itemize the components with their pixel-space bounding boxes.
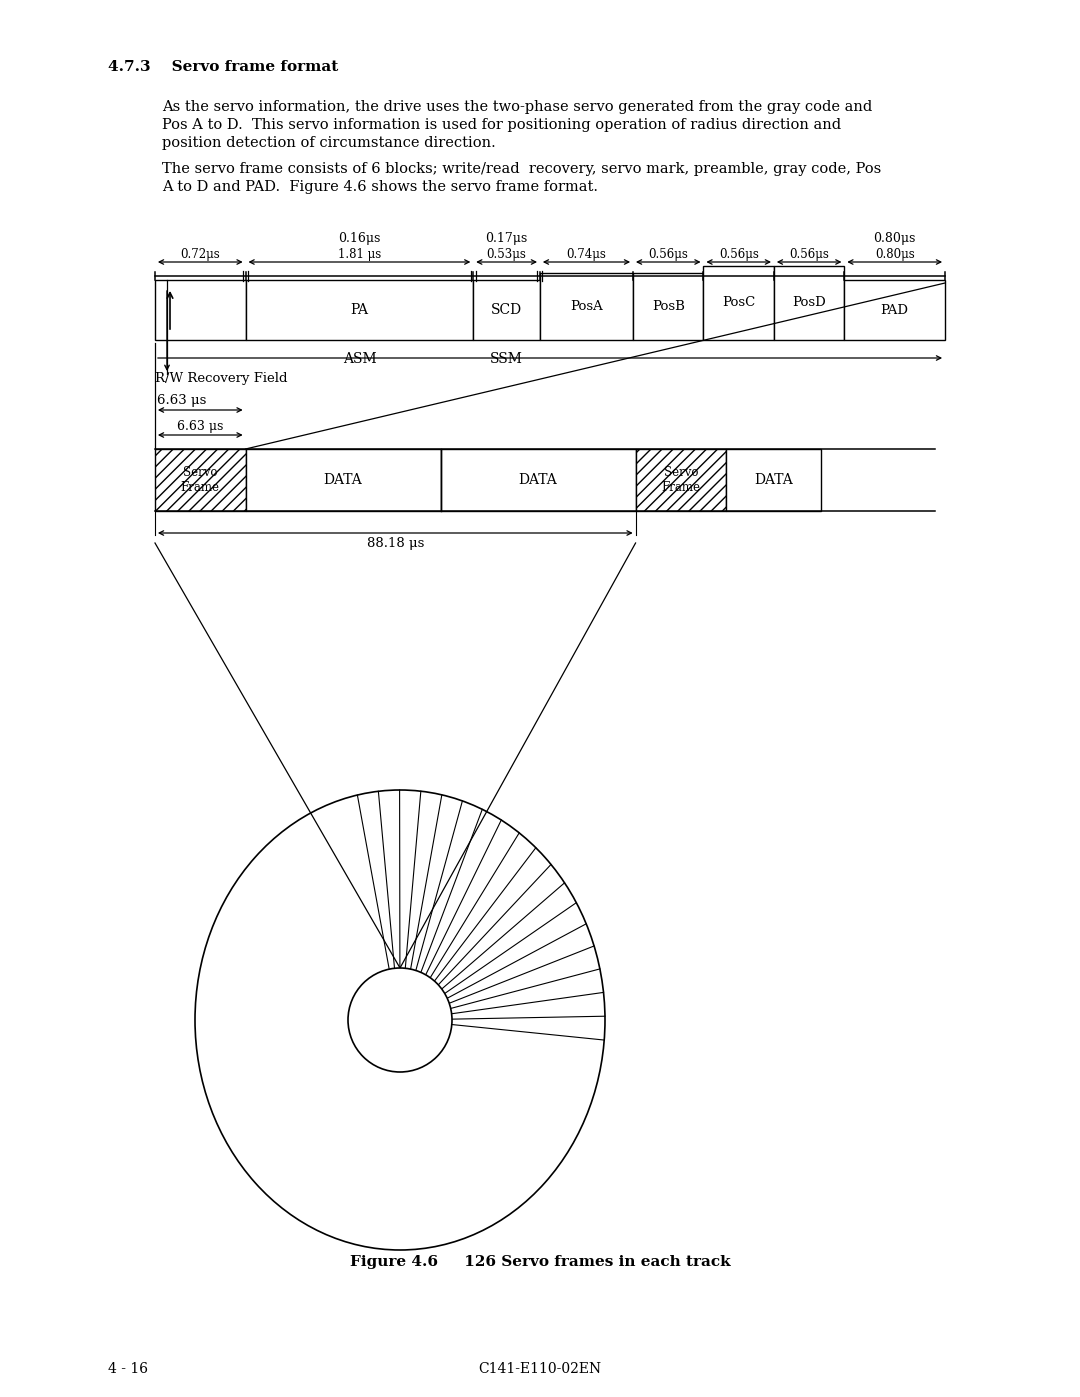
Bar bbox=[156, 448, 245, 511]
Circle shape bbox=[348, 968, 453, 1071]
Text: A to D and PAD.  Figure 4.6 shows the servo frame format.: A to D and PAD. Figure 4.6 shows the ser… bbox=[162, 180, 598, 194]
Text: Figure 4.6     126 Servo frames in each track: Figure 4.6 126 Servo frames in each trac… bbox=[350, 1255, 730, 1268]
Text: PAD: PAD bbox=[880, 303, 908, 317]
Bar bbox=[245, 279, 473, 339]
Bar bbox=[845, 279, 945, 339]
Bar bbox=[703, 265, 774, 339]
Text: 1.81 μs: 1.81 μs bbox=[338, 249, 381, 261]
Text: DATA: DATA bbox=[324, 474, 363, 488]
Text: PosA: PosA bbox=[570, 300, 603, 313]
Text: R/W Recovery Field: R/W Recovery Field bbox=[156, 372, 287, 386]
Text: As the servo information, the drive uses the two-phase servo generated from the : As the servo information, the drive uses… bbox=[162, 101, 873, 115]
Text: Servo
Frame: Servo Frame bbox=[661, 467, 700, 495]
Text: DATA: DATA bbox=[754, 474, 793, 488]
Bar bbox=[245, 448, 441, 511]
Text: SCD: SCD bbox=[491, 303, 522, 317]
Text: 0.56μs: 0.56μs bbox=[719, 249, 758, 261]
Bar bbox=[156, 279, 245, 339]
Text: 4 - 16: 4 - 16 bbox=[108, 1362, 148, 1376]
Text: 0.53μs: 0.53μs bbox=[487, 249, 527, 261]
Bar bbox=[774, 265, 845, 339]
Text: PosD: PosD bbox=[793, 296, 826, 310]
Text: PosC: PosC bbox=[723, 296, 755, 310]
Text: C141-E110-02EN: C141-E110-02EN bbox=[478, 1362, 602, 1376]
Text: PosB: PosB bbox=[652, 300, 685, 313]
Text: 88.18 μs: 88.18 μs bbox=[366, 536, 424, 550]
Bar bbox=[540, 272, 633, 339]
Text: SSM: SSM bbox=[490, 352, 523, 366]
Text: 6.63 μs: 6.63 μs bbox=[157, 394, 206, 407]
Text: 0.72μs: 0.72μs bbox=[180, 249, 220, 261]
Bar bbox=[441, 448, 635, 511]
Text: 0.56μs: 0.56μs bbox=[789, 249, 829, 261]
Text: Servo
Frame: Servo Frame bbox=[180, 467, 220, 495]
Text: 0.80μs: 0.80μs bbox=[874, 232, 916, 244]
Text: PA: PA bbox=[350, 303, 368, 317]
Text: DATA: DATA bbox=[518, 474, 557, 488]
Text: position detection of circumstance direction.: position detection of circumstance direc… bbox=[162, 136, 496, 149]
Text: ASM: ASM bbox=[342, 352, 376, 366]
Bar bbox=[635, 448, 726, 511]
Text: 0.17μs: 0.17μs bbox=[486, 232, 528, 244]
Text: The servo frame consists of 6 blocks; write/read  recovery, servo mark, preamble: The servo frame consists of 6 blocks; wr… bbox=[162, 162, 881, 176]
Ellipse shape bbox=[195, 789, 605, 1250]
Text: 4.7.3    Servo frame format: 4.7.3 Servo frame format bbox=[108, 60, 338, 74]
Bar bbox=[473, 279, 540, 339]
Text: 0.56μs: 0.56μs bbox=[648, 249, 688, 261]
Bar bbox=[633, 272, 703, 339]
Text: 0.74μs: 0.74μs bbox=[567, 249, 606, 261]
Text: 0.16μs: 0.16μs bbox=[338, 232, 380, 244]
Bar bbox=[726, 448, 821, 511]
Text: 0.80μs: 0.80μs bbox=[875, 249, 915, 261]
Text: 6.63 μs: 6.63 μs bbox=[177, 420, 224, 433]
Text: Pos A to D.  This servo information is used for positioning operation of radius : Pos A to D. This servo information is us… bbox=[162, 117, 841, 131]
